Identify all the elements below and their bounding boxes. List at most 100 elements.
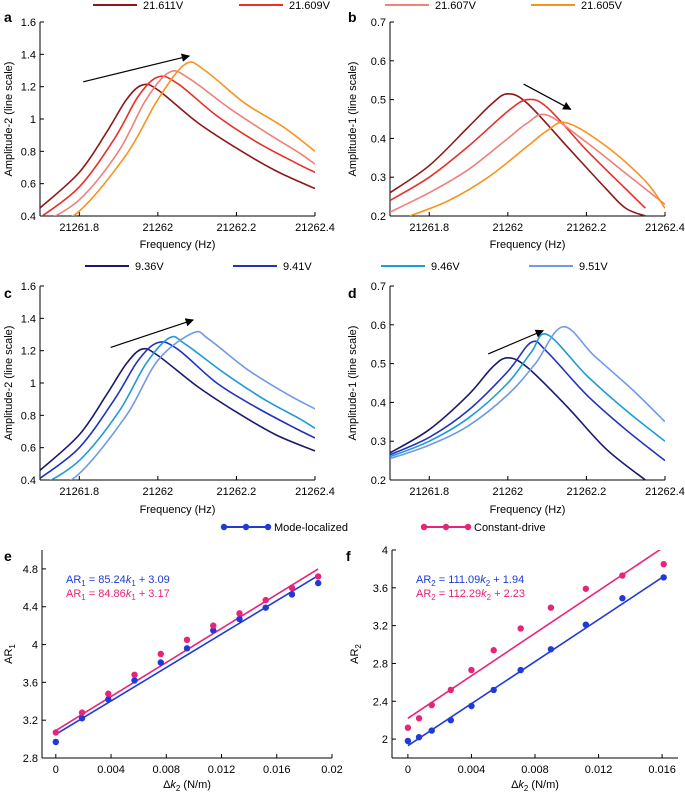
data-point xyxy=(404,737,412,745)
fit-line xyxy=(407,575,665,747)
trend-arrow xyxy=(110,318,195,349)
trend-arrow xyxy=(83,53,191,83)
data-point xyxy=(619,595,626,602)
x-axis-label: Δk2 (N/m) xyxy=(511,779,559,793)
eq-k-sub: 1 xyxy=(131,579,136,588)
eq-k: k xyxy=(126,588,132,600)
eq-intercept: + 3.17 xyxy=(136,588,170,600)
y-tick-label: 0.3 xyxy=(371,436,386,448)
series-line xyxy=(390,333,665,458)
x-tick-label: 0 xyxy=(405,764,411,776)
data-point xyxy=(517,625,524,632)
plot-area xyxy=(404,550,667,747)
eq-k: k xyxy=(481,588,487,600)
data-point xyxy=(490,686,497,694)
data-point xyxy=(105,690,112,697)
legend-bottom: Mode-localized Constant-drive xyxy=(220,522,546,534)
y-axis-label-sub: 2 xyxy=(354,644,363,649)
x-tick-label: 0.012 xyxy=(585,764,613,776)
fit-equation: AR2 = 112.29k2 + 2.23 xyxy=(416,588,525,602)
y-tick-label: 1.6 xyxy=(21,17,36,29)
legend-item: 21.609V xyxy=(239,0,331,12)
data-point xyxy=(404,724,412,731)
eq-ar: AR xyxy=(66,588,81,600)
data-point xyxy=(660,560,667,568)
series-line xyxy=(390,340,665,462)
data-point xyxy=(78,715,86,722)
data-point xyxy=(490,647,497,654)
eq-ar: AR xyxy=(416,574,431,586)
x-tick-label: 21261.8 xyxy=(59,222,99,234)
x-axis-label-k: k xyxy=(170,779,176,791)
legend-marker xyxy=(242,523,250,531)
trend-arrow xyxy=(487,329,544,355)
fit-line xyxy=(55,574,319,736)
series-line xyxy=(40,347,315,471)
y-tick-label: 1.6 xyxy=(21,281,36,293)
x-axis-label-unit: (N/m) xyxy=(180,779,211,791)
eq-intercept: + 2.23 xyxy=(491,588,525,600)
data-point xyxy=(288,584,296,592)
eq-k: k xyxy=(126,574,132,586)
fit-line xyxy=(407,550,661,719)
y-tick-label: 3.6 xyxy=(23,677,38,689)
x-tick-label: 21261.8 xyxy=(59,486,99,498)
y-tick-label: 3.2 xyxy=(23,715,38,727)
data-point xyxy=(314,573,322,580)
x-axis-label: Frequency (Hz) xyxy=(490,504,566,516)
y-tick-label: 1 xyxy=(30,114,36,126)
x-tick-label: 0.004 xyxy=(458,764,486,776)
plot-area xyxy=(52,568,322,746)
legend-label: 21.607V xyxy=(435,0,477,12)
x-axis-label: Frequency (Hz) xyxy=(140,504,216,516)
eq-k-sub: 1 xyxy=(131,593,136,602)
legend-marker xyxy=(464,523,472,531)
data-point xyxy=(428,701,435,709)
panel-f: 22.42.83.23.640 0.004 0.008 0.012 0.016fAR2Δ… xyxy=(346,545,678,793)
y-tick-label: 1.2 xyxy=(21,82,36,94)
legend-marker xyxy=(220,523,228,531)
legend-label: 21.605V xyxy=(581,0,623,12)
legend-label: 21.609V xyxy=(289,0,331,12)
y-tick-label: 0.8 xyxy=(21,410,36,422)
eq-k-sub: 2 xyxy=(486,579,491,588)
legend-item: 21.605V xyxy=(531,0,623,12)
y-axis-label: AR2 xyxy=(349,644,363,664)
data-point xyxy=(52,738,60,746)
x-tick-label: 0.012 xyxy=(208,764,236,776)
data-point xyxy=(131,677,138,684)
legend-marker xyxy=(442,523,450,531)
x-tick-label: 21262.4 xyxy=(645,486,685,498)
x-tick-label: 21262.2 xyxy=(567,222,607,234)
data-point xyxy=(547,604,555,611)
y-tick-label: 2.4 xyxy=(373,696,388,708)
y-tick-label: 0.4 xyxy=(371,397,386,409)
y-tick-label: 0.4 xyxy=(21,211,36,223)
panel-label: d xyxy=(348,285,357,301)
legend-label: 9.51V xyxy=(579,261,608,273)
series-line xyxy=(390,325,665,460)
trend-arrow xyxy=(523,83,572,110)
y-axis-label: Amplitude-1 (line scale) xyxy=(347,326,359,441)
legend-label: 21.611V xyxy=(143,0,184,12)
panel-label: b xyxy=(348,9,357,25)
panel-a: 0.4 0.6 0.8 1 1.2 1.4 1.6 21261.8 21262 21262.2 21… xyxy=(3,9,335,251)
y-tick-label: 4.4 xyxy=(23,602,38,614)
data-point xyxy=(157,659,164,666)
eq-k-sub: 2 xyxy=(487,593,492,602)
panel-label: f xyxy=(346,548,351,564)
legend-item: 9.51V xyxy=(529,261,608,273)
eq-ar: AR xyxy=(416,588,431,600)
plot-area xyxy=(40,61,315,216)
x-axis-label-k: k xyxy=(518,779,524,791)
x-tick-label: 0.008 xyxy=(153,764,181,776)
data-point xyxy=(468,666,475,674)
y-axis-label: Amplitude-2 (line scale) xyxy=(3,326,15,441)
data-point xyxy=(210,627,217,634)
data-point xyxy=(517,666,524,674)
x-tick-label: 21262.2 xyxy=(217,486,257,498)
series-line xyxy=(390,356,646,480)
eq-coef: = 111.09 xyxy=(436,574,481,586)
data-point xyxy=(210,622,217,629)
fit-equation: AR1 = 85.24k1 + 3.09 xyxy=(66,574,170,588)
